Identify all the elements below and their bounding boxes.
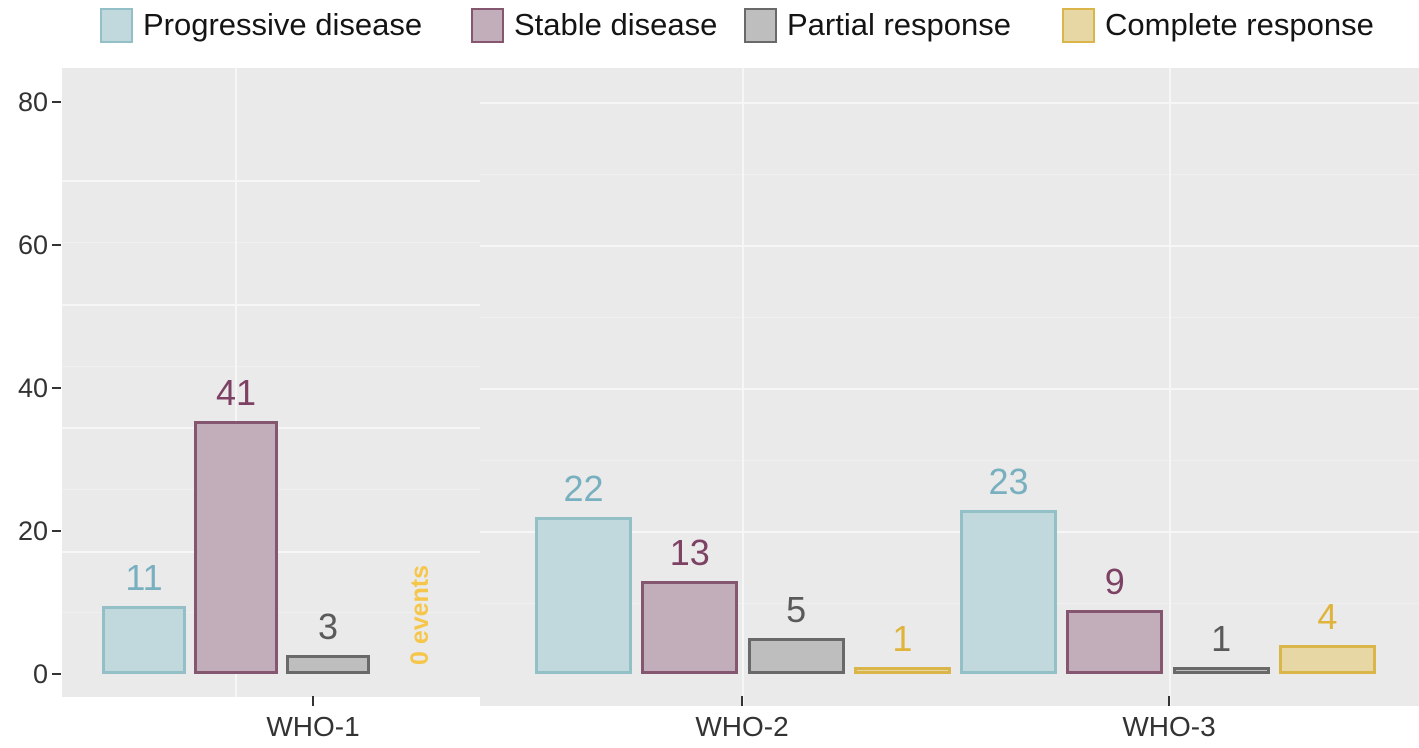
bar-WHO-2-2 <box>747 638 845 674</box>
bar-WHO-3-1 <box>1066 609 1164 674</box>
legend-label: Progressive disease <box>143 7 423 42</box>
bar-WHO-2-0 <box>535 516 632 674</box>
gridline <box>62 242 480 244</box>
bar-WHO-1-2 <box>286 655 370 674</box>
gridline <box>62 303 480 306</box>
gridline <box>62 180 480 183</box>
bar-WHO-3-2 <box>1172 666 1270 674</box>
gridline <box>480 245 1419 247</box>
bar-value-label: 41 <box>215 372 257 414</box>
bar-value-label: 11 <box>125 557 163 599</box>
y-axis-tick-label: 0 <box>32 659 48 689</box>
x-axis-category-label: WHO-1 <box>266 711 360 742</box>
legend-swatch-icon <box>1062 7 1095 43</box>
bar-WHO-1-1 <box>194 421 278 674</box>
zero-events-label: 0 events <box>406 564 434 666</box>
bar-WHO-1-0 <box>102 606 186 674</box>
gridline <box>742 68 744 706</box>
legend-swatch-icon <box>744 7 777 43</box>
gridline <box>1169 68 1171 706</box>
legend-label: Complete response <box>1105 7 1374 42</box>
bar-value-label: 22 <box>563 467 604 509</box>
bar-WHO-3-3 <box>1278 645 1376 674</box>
legend-label: Stable disease <box>514 7 718 42</box>
gridline <box>480 459 1419 461</box>
y-axis-tick-label: 40 <box>17 373 48 403</box>
y-axis-tick-label: 20 <box>17 516 48 546</box>
bar-value-label: 5 <box>786 589 807 631</box>
x-axis-tick <box>312 696 314 706</box>
gridline <box>480 388 1419 390</box>
bar-value-label: 1 <box>892 617 913 659</box>
y-axis-tick-label: 80 <box>17 87 48 117</box>
y-axis-tick <box>52 101 61 103</box>
legend-item: Progressive disease <box>100 6 422 44</box>
gridline <box>480 173 1419 175</box>
legend-swatch-icon <box>471 7 504 43</box>
bar-value-label: 1 <box>1211 617 1232 659</box>
bar-value-label: 9 <box>1104 560 1125 602</box>
y-axis-tick <box>52 387 61 389</box>
bar-value-label: 3 <box>317 606 339 648</box>
gridline <box>62 365 480 367</box>
bar-value-label: 4 <box>1317 596 1338 638</box>
legend-label: Partial response <box>787 7 1012 42</box>
gridline <box>480 316 1419 318</box>
x-axis-category-label: WHO-3 <box>1122 711 1216 742</box>
x-axis-tick <box>741 696 743 706</box>
legend-item: Stable disease <box>471 6 717 44</box>
bar-value-label: 13 <box>669 532 710 574</box>
gridline <box>235 68 237 697</box>
gridline <box>480 102 1419 104</box>
bar-WHO-2-3 <box>853 666 951 674</box>
bar-WHO-2-1 <box>641 581 739 674</box>
legend-swatch-icon <box>100 7 133 43</box>
legend-item: Partial response <box>744 6 1011 44</box>
legend-item: Complete response <box>1062 6 1374 44</box>
x-axis-category-label: WHO-2 <box>695 711 789 742</box>
gridline <box>480 531 1419 533</box>
plot-panel-right <box>480 68 1419 706</box>
y-axis-tick <box>52 673 61 675</box>
y-axis-tick <box>52 244 61 246</box>
y-axis-tick <box>52 530 61 532</box>
bar-value-label: 23 <box>988 460 1029 502</box>
bar-WHO-3-0 <box>960 509 1057 674</box>
gridline <box>480 602 1419 604</box>
x-axis-tick <box>1168 696 1170 706</box>
y-axis-tick-label: 60 <box>17 230 48 260</box>
